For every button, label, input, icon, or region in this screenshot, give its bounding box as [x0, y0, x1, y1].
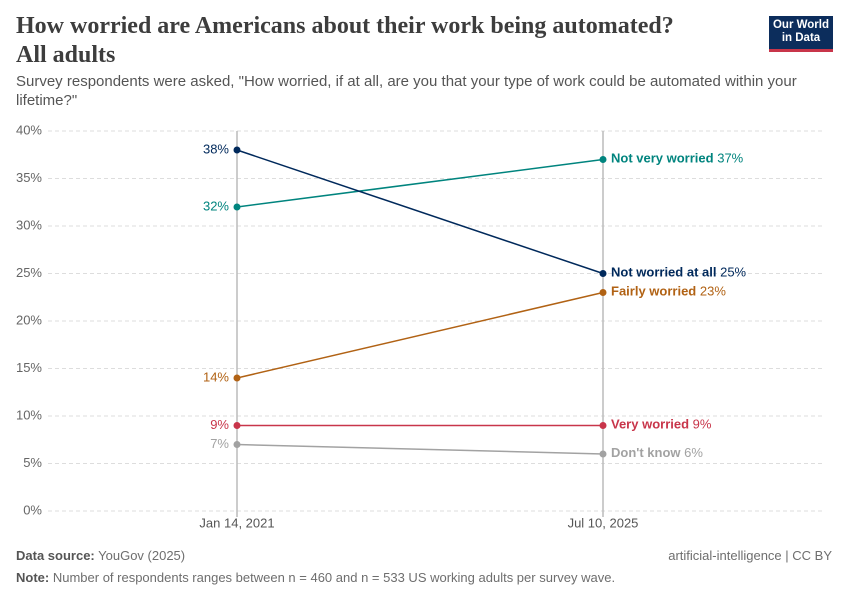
series-line [236, 443, 604, 455]
y-tick-label: 5% [23, 455, 42, 470]
series-line [236, 291, 604, 379]
value-label: 25% [720, 265, 746, 280]
value-label: 38% [203, 141, 229, 156]
series-line [236, 158, 604, 208]
value-label: 9% [210, 417, 229, 432]
value-label: 7% [210, 436, 229, 451]
data-point [599, 156, 607, 163]
data-point [599, 270, 607, 277]
y-tick-label: 25% [16, 265, 42, 280]
y-tick-label: 30% [16, 217, 42, 232]
value-label: 37% [717, 151, 743, 166]
y-tick-label: 35% [16, 170, 42, 185]
value-label: 9% [693, 417, 712, 432]
y-tick-label: 20% [16, 312, 42, 327]
license: artificial-intelligence | CC BY [668, 548, 832, 563]
data-point [233, 203, 241, 211]
y-tick-label: 15% [16, 360, 42, 375]
chart-subtitle: Survey respondents were asked, "How worr… [16, 73, 797, 109]
data-point [233, 441, 241, 448]
legend-label: Not very worried [611, 151, 714, 166]
note: Note: Number of respondents ranges betwe… [16, 570, 615, 585]
data-point [233, 374, 241, 382]
x-tick-label: Jul 10, 2025 [568, 515, 639, 530]
series-label: Not worried at all 25% [611, 265, 747, 280]
legend-label: Don't know [611, 445, 681, 460]
source-text: YouGov (2025) [98, 548, 186, 563]
x-tick-label: Jan 14, 2021 [199, 515, 274, 530]
data-point [599, 450, 607, 458]
series-line [236, 149, 604, 275]
value-label: 6% [684, 445, 703, 460]
data-point [599, 422, 607, 429]
source-label: Data source: [16, 548, 95, 563]
series-label: Don't know 6% [611, 445, 703, 460]
logo[interactable]: Our World in Data [769, 16, 833, 52]
series-label: Not very worried 37% [611, 151, 744, 166]
legend-label: Very worried [611, 417, 689, 432]
data-point [599, 289, 607, 296]
value-label: 23% [700, 284, 726, 299]
logo-text: in Data [781, 32, 821, 44]
value-label: 14% [203, 369, 229, 384]
y-tick-label: 0% [23, 502, 42, 517]
y-tick-label: 40% [16, 122, 42, 137]
data-point [233, 422, 241, 429]
data-point [233, 146, 241, 154]
value-label: 32% [203, 198, 229, 213]
y-tick-label: 10% [16, 407, 42, 422]
series-label: Fairly worried 23% [611, 284, 726, 299]
legend-label: Fairly worried [611, 284, 696, 299]
legend-label: Not worried at all [611, 265, 716, 280]
series-label: Very worried 9% [611, 417, 712, 432]
source: Data source: YouGov (2025) [16, 548, 185, 563]
chart-title: How worried are Americans about their wo… [16, 13, 674, 68]
logo-text: Our World [772, 19, 829, 31]
note-text: Number of respondents ranges between n =… [52, 570, 616, 585]
note-label: Note: [16, 570, 50, 585]
